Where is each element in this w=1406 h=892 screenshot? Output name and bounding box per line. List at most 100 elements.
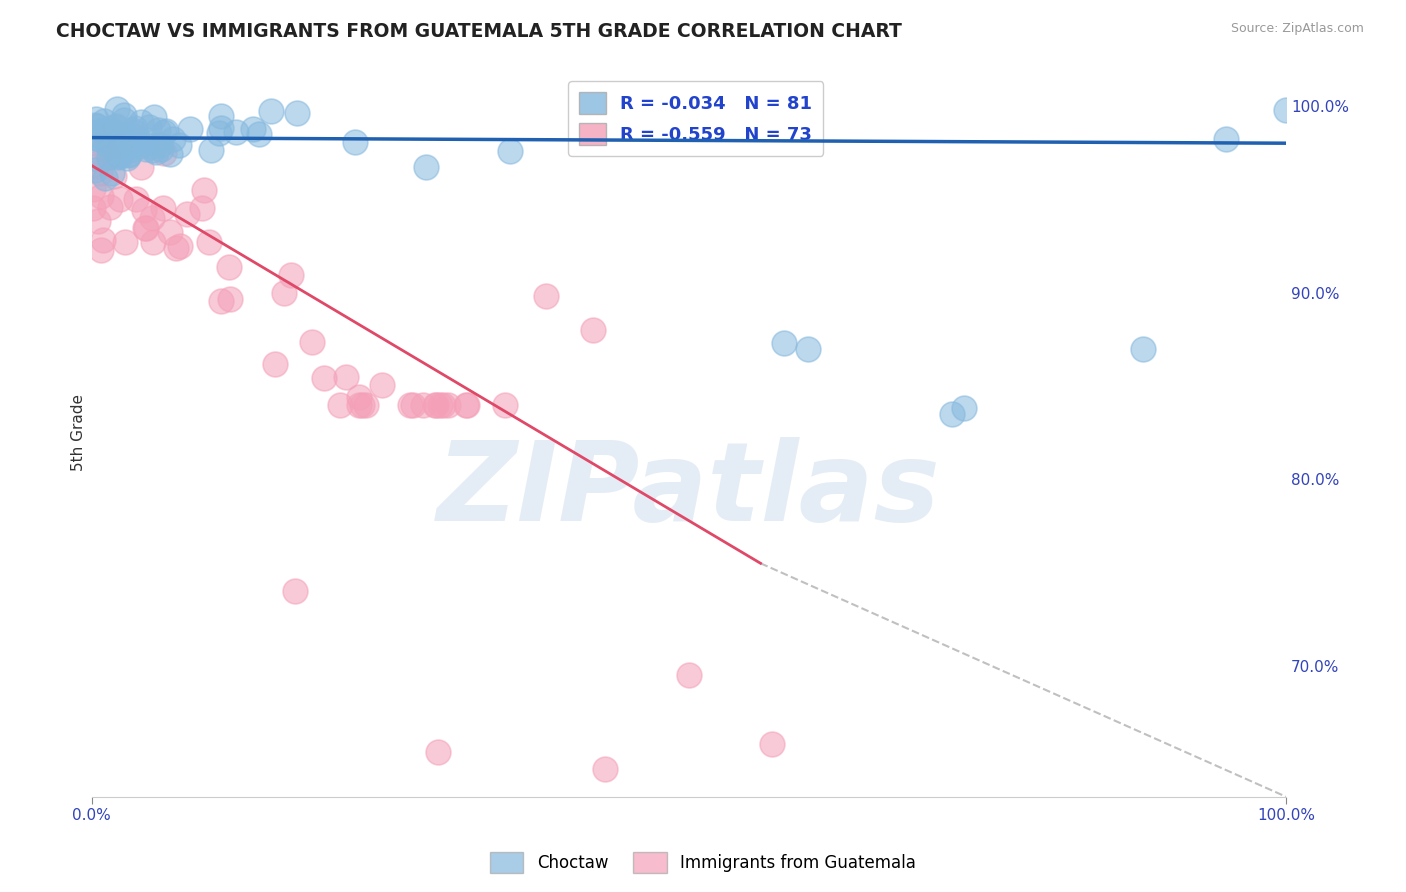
Legend: Choctaw, Immigrants from Guatemala: Choctaw, Immigrants from Guatemala: [484, 846, 922, 880]
Point: [141, 211, 163, 225]
Point: [343, 136, 366, 150]
Point: [149, 137, 172, 152]
Point: [135, 142, 157, 156]
Point: [349, 398, 371, 412]
Point: [429, 398, 451, 412]
Point: [197, 235, 219, 249]
Point: [218, 260, 240, 275]
Point: [225, 125, 247, 139]
Point: [456, 398, 478, 412]
Point: [121, 138, 143, 153]
Point: [112, 108, 135, 122]
Point: [127, 129, 149, 144]
Point: [87, 214, 110, 228]
Point: [1132, 342, 1154, 356]
Point: [425, 398, 447, 412]
Point: [582, 323, 605, 337]
Point: [242, 121, 264, 136]
Point: [97, 150, 120, 164]
Point: [98, 120, 121, 135]
Point: [285, 105, 308, 120]
Point: [107, 150, 129, 164]
Point: [169, 138, 191, 153]
Point: [148, 123, 170, 137]
Point: [427, 745, 450, 759]
Point: [209, 121, 232, 136]
Point: [284, 584, 307, 599]
Point: [108, 192, 131, 206]
Point: [142, 235, 165, 249]
Point: [86, 120, 108, 134]
Point: [260, 104, 283, 119]
Point: [159, 225, 181, 239]
Point: [142, 111, 165, 125]
Point: [115, 152, 138, 166]
Point: [117, 138, 139, 153]
Point: [125, 192, 148, 206]
Point: [141, 138, 163, 153]
Point: [941, 407, 963, 421]
Point: [415, 160, 437, 174]
Point: [105, 148, 128, 162]
Point: [94, 142, 117, 156]
Point: [110, 135, 132, 149]
Point: [193, 183, 215, 197]
Point: [169, 239, 191, 253]
Point: [142, 144, 165, 158]
Point: [153, 146, 176, 161]
Text: ZIPatlas: ZIPatlas: [437, 437, 941, 544]
Point: [114, 128, 136, 142]
Point: [191, 201, 214, 215]
Point: [432, 398, 454, 412]
Point: [354, 398, 377, 412]
Point: [124, 121, 146, 136]
Point: [100, 140, 122, 154]
Point: [1275, 103, 1298, 117]
Text: CHOCTAW VS IMMIGRANTS FROM GUATEMALA 5TH GRADE CORRELATION CHART: CHOCTAW VS IMMIGRANTS FROM GUATEMALA 5TH…: [56, 22, 903, 41]
Point: [114, 235, 136, 250]
Point: [98, 200, 121, 214]
Point: [328, 398, 350, 412]
Point: [93, 114, 115, 128]
Point: [84, 163, 107, 178]
Point: [105, 102, 128, 116]
Point: [90, 189, 112, 203]
Point: [91, 233, 114, 247]
Point: [83, 118, 105, 132]
Point: [104, 120, 127, 135]
Point: [118, 148, 141, 162]
Point: [121, 142, 143, 156]
Point: [108, 138, 131, 153]
Point: [149, 142, 172, 156]
Point: [952, 401, 974, 416]
Point: [138, 120, 160, 135]
Point: [112, 113, 135, 128]
Point: [335, 370, 357, 384]
Point: [494, 398, 516, 412]
Point: [436, 398, 458, 412]
Point: [94, 136, 117, 151]
Point: [97, 150, 120, 164]
Point: [110, 130, 132, 145]
Point: [399, 398, 422, 412]
Point: [134, 220, 156, 235]
Point: [176, 207, 198, 221]
Point: [84, 160, 107, 174]
Point: [118, 147, 141, 161]
Point: [111, 136, 134, 151]
Point: [412, 398, 434, 412]
Point: [273, 285, 295, 300]
Point: [84, 112, 107, 127]
Point: [678, 668, 700, 682]
Point: [347, 391, 370, 405]
Point: [114, 136, 136, 150]
Point: [425, 398, 447, 412]
Point: [89, 166, 111, 180]
Point: [104, 125, 127, 139]
Point: [247, 128, 270, 142]
Point: [135, 221, 157, 235]
Point: [82, 201, 104, 215]
Point: [454, 398, 477, 412]
Point: [165, 241, 187, 255]
Point: [280, 268, 302, 283]
